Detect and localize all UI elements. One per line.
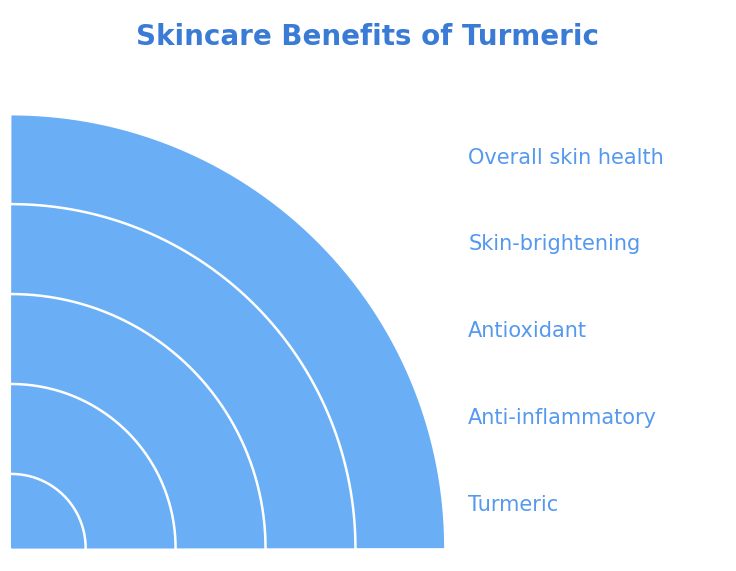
- Polygon shape: [12, 114, 445, 548]
- Polygon shape: [12, 204, 355, 548]
- Text: Anti-inflammatory: Anti-inflammatory: [468, 408, 657, 428]
- Text: Skincare Benefits of Turmeric: Skincare Benefits of Turmeric: [136, 23, 600, 51]
- Polygon shape: [12, 294, 266, 548]
- Polygon shape: [12, 474, 85, 548]
- Text: Antioxidant: Antioxidant: [468, 321, 587, 341]
- Text: Turmeric: Turmeric: [468, 494, 559, 515]
- Text: Skin-brightening: Skin-brightening: [468, 234, 640, 255]
- Polygon shape: [12, 384, 176, 548]
- Text: Overall skin health: Overall skin health: [468, 147, 664, 168]
